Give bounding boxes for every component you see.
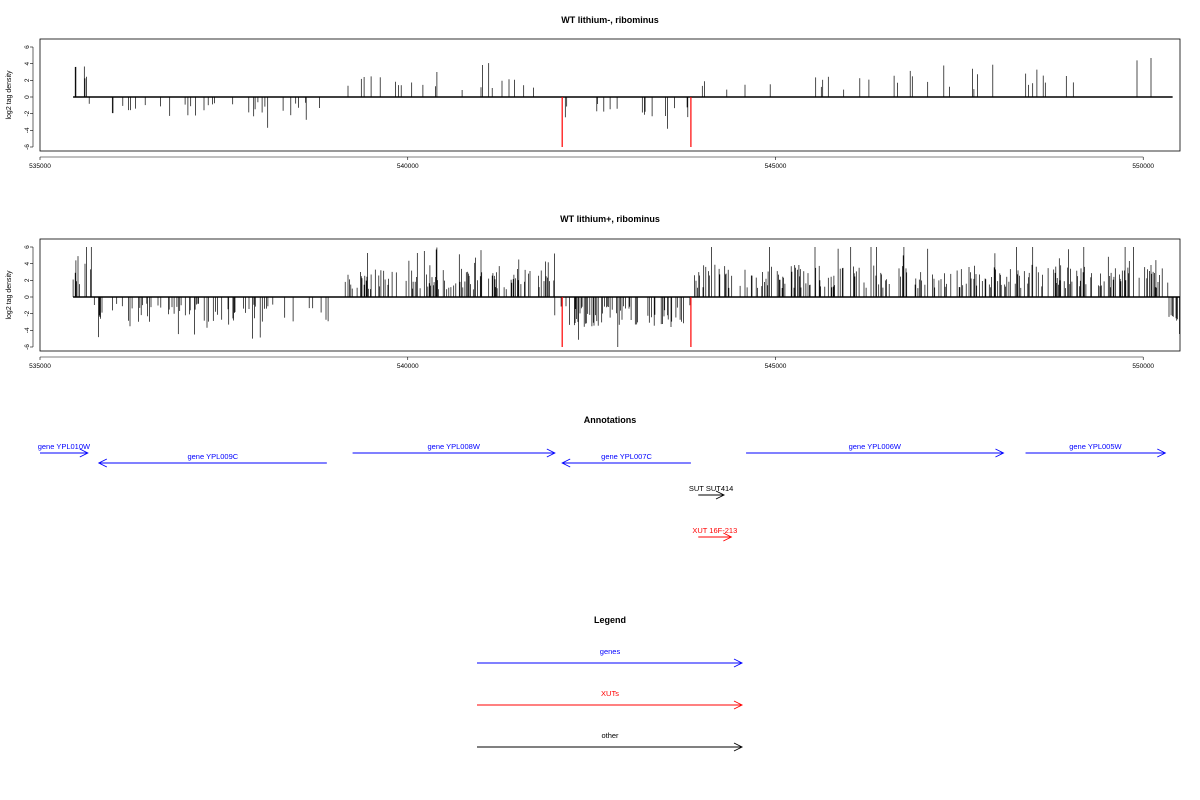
x-tick-label: 535000: [29, 163, 51, 170]
feature-gene: gene YPL005W: [1025, 442, 1167, 458]
x-tick-label: 550000: [1132, 163, 1154, 170]
feature-arrowhead: [546, 448, 556, 458]
y-tick-label: 2: [24, 78, 31, 82]
y-axis-label: log2 tag density: [6, 70, 13, 120]
feature-label: gene YPL008W: [428, 442, 481, 451]
x-tick-label: 545000: [765, 363, 787, 370]
legend-item-gene: genes: [477, 647, 744, 668]
coverage-panel-lithium-plus: WT lithium+, ribominus log2 tag density …: [6, 214, 1181, 370]
y-tick-label: 0: [24, 95, 31, 99]
feature-arrowhead: [1157, 448, 1167, 458]
feature-gene: gene YPL007C: [561, 452, 691, 468]
feature-arrowhead: [561, 458, 571, 468]
coverage-panel-lithium-minus: WT lithium-, ribominus log2 tag density …: [6, 15, 1181, 170]
feature-label: XUT 16F-213: [692, 526, 737, 535]
x-tick-label: 545000: [765, 163, 787, 170]
feature-arrowhead: [97, 458, 108, 468]
axes: 6 4 2 0 -2 -4 -6 535000 540000 545000 550000: [24, 45, 1154, 170]
feature-gene: gene YPL009C: [97, 452, 327, 468]
feature-gene: gene YPL006W: [746, 442, 1005, 458]
feature-xut: XUT 16F-213: [692, 526, 737, 542]
x-tick-label: 540000: [397, 363, 419, 370]
legend-arrowhead: [733, 742, 744, 752]
y-tick-label: -2: [24, 310, 31, 316]
y-tick-label: -4: [24, 127, 31, 133]
panel-title: WT lithium+, ribominus: [560, 214, 660, 224]
plot-frame: [39, 238, 1181, 352]
legend-items: genes XUTs other: [477, 647, 744, 752]
feature-label: gene YPL005W: [1069, 442, 1122, 451]
y-tick-label: 6: [24, 45, 31, 49]
coverage-bars: [72, 247, 1180, 347]
annotations-title: Annotations: [584, 415, 637, 425]
feature-label: gene YPL007C: [601, 452, 652, 461]
y-axis-label: log2 tag density: [6, 270, 13, 320]
y-tick-label: -4: [24, 327, 31, 333]
y-tick-label: 6: [24, 245, 31, 249]
x-tick-label: 540000: [397, 163, 419, 170]
feature-gene: gene YPL008W: [352, 442, 556, 458]
axes: 6 4 2 0 -2 -4 -6 535000 540000 545000 550000: [24, 245, 1154, 370]
feature-label: gene YPL010W: [38, 442, 91, 451]
y-tick-label: 4: [24, 61, 31, 65]
feature-arrowhead: [723, 532, 733, 542]
legend-item-xut: XUTs: [477, 689, 744, 710]
y-tick-label: -2: [24, 110, 31, 116]
feature-arrowhead: [79, 448, 89, 458]
legend-item-other: other: [477, 731, 744, 752]
legend-title: Legend: [594, 615, 626, 625]
y-tick-label: 0: [24, 295, 31, 299]
plot-frame: [39, 38, 1181, 152]
feature-arrowhead: [995, 448, 1005, 458]
x-tick-label: 535000: [29, 363, 51, 370]
x-tick-label: 550000: [1132, 363, 1154, 370]
legend: Legend genes XUTs other: [477, 615, 744, 752]
legend-arrowhead: [733, 658, 744, 668]
y-tick-label: 4: [24, 261, 31, 265]
legend-label: genes: [600, 647, 621, 656]
legend-arrowhead: [733, 700, 744, 710]
feature-arrowhead: [715, 490, 726, 500]
panel-title: WT lithium-, ribominus: [561, 15, 659, 25]
legend-label: XUTs: [601, 689, 619, 698]
feature-label: gene YPL006W: [849, 442, 902, 451]
y-tick-label: -6: [24, 144, 31, 150]
feature-gene: gene YPL010W: [38, 442, 91, 458]
feature-arrows: gene YPL010W gene YPL009C gene YPL008W gene…: [38, 442, 1167, 542]
coverage-bars: [73, 58, 1173, 147]
legend-label: other: [601, 731, 619, 740]
feature-label: SUT SUT414: [689, 484, 733, 493]
feature-other: SUT SUT414: [689, 484, 733, 500]
feature-label: gene YPL009C: [187, 452, 238, 461]
y-tick-label: 2: [24, 278, 31, 282]
y-tick-label: -6: [24, 344, 31, 350]
